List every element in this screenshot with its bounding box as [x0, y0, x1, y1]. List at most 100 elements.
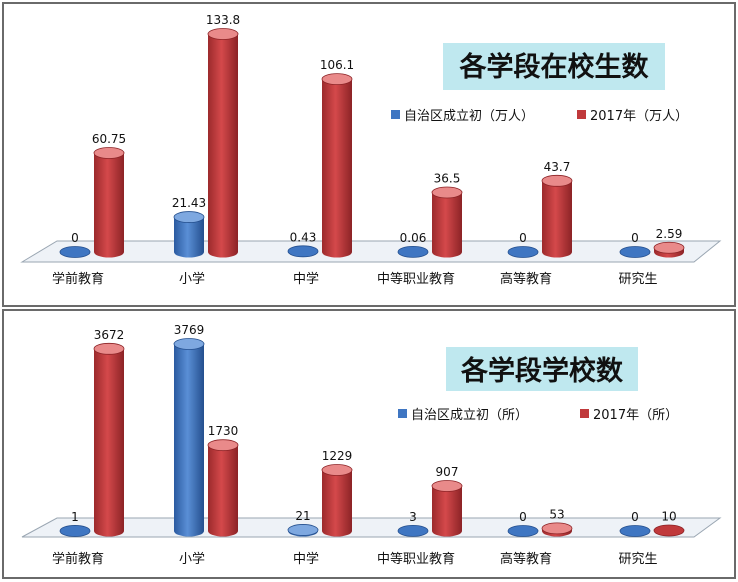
data-label: 907 — [436, 465, 459, 479]
bar-cap — [59, 246, 91, 258]
category-label: 研究生 — [618, 272, 657, 287]
bar-cap — [619, 525, 651, 537]
legend-label-initial: 自治区成立初（所） — [411, 408, 528, 423]
chart-students-category-labels: 学前教育 小学 中学 中等职业教育 高等教育 研究生 — [52, 271, 658, 287]
bar-cap — [59, 525, 91, 537]
chart-schools-category-labels: 学前教育 小学 中学 中等职业教育 高等教育 研究生 — [52, 551, 658, 567]
bar-body — [174, 344, 204, 537]
bar-cap — [653, 524, 685, 537]
bar-cap — [507, 246, 539, 258]
bar-cap — [173, 338, 205, 350]
category-label: 小学 — [179, 551, 205, 567]
legend-label-2017: 2017年（万人） — [590, 109, 688, 124]
category-label: 中学 — [293, 551, 319, 567]
bar — [431, 186, 463, 258]
data-label: 43.7 — [544, 160, 571, 174]
data-label: 2.59 — [656, 227, 683, 241]
chart-students-title-box — [443, 43, 665, 90]
bar-cap — [619, 246, 651, 258]
bar — [173, 211, 205, 258]
bar-cap — [93, 342, 125, 355]
bar-cap — [507, 525, 539, 537]
bar — [541, 174, 573, 258]
chart-schools-title-box — [446, 347, 638, 391]
bar-cap — [541, 174, 573, 187]
legend-swatch-initial — [398, 409, 407, 418]
bar-cap — [287, 245, 319, 258]
chart-schools-legend: 自治区成立初（所） 2017年（所） — [398, 408, 678, 423]
bar — [507, 525, 539, 537]
category-label: 学前教育 — [52, 551, 104, 567]
bar — [541, 522, 573, 537]
chart-schools-series-2017 — [93, 342, 685, 537]
bar — [321, 464, 353, 537]
bar-body — [432, 485, 462, 537]
bar-cap — [173, 211, 205, 223]
data-label: 1 — [71, 510, 79, 524]
bar — [93, 147, 125, 258]
bar — [619, 246, 651, 258]
bar-body — [322, 79, 352, 258]
chart-schools-series-initial — [59, 338, 651, 537]
chart-students-value-labels: 0 21.43 0.43 0.06 0 0 60.75 133.8 106.1 … — [71, 13, 682, 245]
data-label: 0.06 — [400, 231, 427, 245]
data-label: 106.1 — [320, 58, 354, 72]
bar — [321, 73, 353, 258]
legend-swatch-2017 — [580, 409, 589, 418]
bar — [507, 246, 539, 258]
bar-cap — [93, 147, 125, 159]
bar — [431, 480, 463, 537]
bar — [93, 342, 125, 537]
data-label: 0 — [71, 231, 79, 245]
data-label: 1229 — [322, 449, 353, 463]
data-label: 3769 — [174, 323, 205, 337]
chart-students-title: 各学段在校生数 — [459, 51, 650, 83]
bar — [397, 524, 429, 537]
category-label: 研究生 — [618, 552, 657, 567]
chart-students-series-initial — [59, 211, 651, 258]
category-label: 高等教育 — [500, 271, 552, 287]
bar — [207, 28, 239, 258]
bar-body — [208, 445, 238, 537]
bar — [287, 245, 319, 258]
bar — [59, 246, 91, 258]
legend-swatch-initial — [391, 110, 400, 119]
chart-schools-floor — [21, 517, 722, 538]
chart-students-legend: 自治区成立初（万人） 2017年（万人） — [391, 109, 688, 124]
chart-students-series-2017 — [93, 28, 685, 258]
category-label: 中学 — [293, 271, 319, 287]
data-label: 133.8 — [206, 13, 240, 27]
chart-students: 各学段在校生数 自治区成立初（万人） 2017年（万人） — [2, 2, 736, 307]
category-label: 高等教育 — [500, 551, 552, 567]
bar-cap — [431, 186, 463, 199]
data-label: 0 — [631, 510, 639, 524]
bar-cap — [397, 246, 429, 258]
bar-body — [542, 180, 572, 258]
bar-cap — [287, 524, 319, 536]
chart-schools-marks — [59, 338, 685, 537]
bar-body — [432, 192, 462, 258]
bar-cap — [207, 28, 239, 40]
data-label: 21.43 — [172, 196, 206, 210]
data-label: 0 — [519, 510, 527, 524]
bar — [397, 246, 429, 258]
data-label: 21 — [295, 509, 310, 523]
chart-schools-title: 各学段学校数 — [460, 355, 624, 387]
bar-body — [174, 217, 204, 258]
category-label: 小学 — [179, 271, 205, 287]
data-label: 60.75 — [92, 132, 126, 146]
bar — [59, 525, 91, 537]
bar — [619, 525, 651, 537]
bar — [287, 524, 319, 537]
bar — [173, 338, 205, 537]
data-label: 1730 — [208, 424, 239, 438]
bar-body — [208, 34, 238, 258]
category-label: 学前教育 — [52, 271, 104, 287]
bar-body — [322, 470, 352, 537]
data-label: 0.43 — [290, 230, 317, 244]
bar-cap — [207, 439, 239, 452]
category-label: 中等职业教育 — [377, 551, 455, 567]
data-label: 0 — [631, 231, 639, 245]
bar-cap — [321, 464, 353, 476]
